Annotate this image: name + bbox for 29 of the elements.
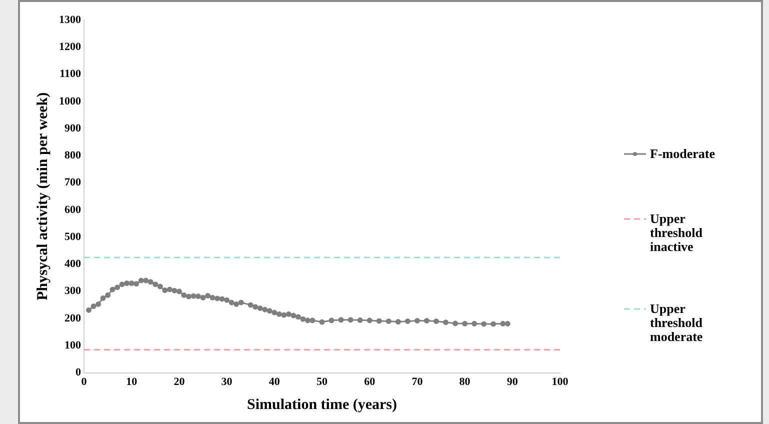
y-tick-label: 1300 [59, 14, 82, 26]
y-tick-label: 200 [64, 312, 82, 324]
legend-label: Upper threshold inactive [650, 211, 704, 254]
y-tick-label: 1100 [60, 68, 82, 80]
x-tick-label: 60 [364, 376, 376, 388]
legend-label: F-moderate [650, 146, 716, 161]
x-tick-label: 50 [316, 376, 328, 388]
legend-label: Upper threshold moderate [650, 301, 704, 344]
x-axis-title: Simulation time (years) [247, 396, 397, 413]
x-tick-label: 10 [126, 376, 138, 388]
y-tick-label: 600 [64, 204, 82, 216]
y-tick-label: 700 [64, 176, 82, 189]
y-tick-label: 900 [64, 122, 82, 134]
x-tick-label: 40 [268, 376, 280, 388]
x-tick-label: 70 [412, 376, 424, 388]
x-tick-label: 80 [459, 376, 471, 388]
y-tick-label: 300 [64, 285, 82, 298]
y-tick-label: 0 [76, 366, 82, 379]
x-tick-label: 90 [506, 376, 518, 388]
y-tick-label: 800 [64, 150, 82, 162]
y-tick-label: 500 [64, 230, 82, 243]
y-tick-label: 1200 [59, 40, 82, 53]
y-tick-label: 100 [64, 340, 82, 352]
y-tick-label: 400 [64, 258, 82, 270]
x-tick-label: 20 [174, 376, 186, 388]
x-tick-label: 30 [221, 376, 233, 388]
y-tick-label: 1000 [59, 95, 82, 108]
y-axis-title: Physycal activity (min per week) [34, 92, 51, 300]
x-tick-label: 100 [552, 376, 569, 388]
